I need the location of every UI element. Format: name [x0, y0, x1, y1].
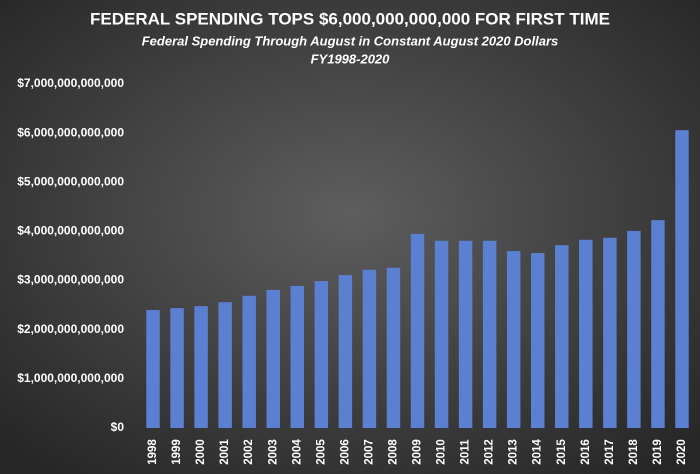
y-tick-label: $4,000,000,000,000: [17, 224, 124, 238]
x-tick-label: 2012: [484, 439, 496, 465]
y-tick-label: $2,000,000,000,000: [17, 322, 124, 336]
bar: [170, 308, 184, 428]
x-tick-label: 2002: [243, 439, 255, 465]
y-tick-label: $5,000,000,000,000: [17, 174, 124, 188]
bar: [675, 130, 689, 429]
chart-subtitle: FY1998-2020: [311, 51, 391, 66]
bar: [555, 245, 569, 428]
bar: [603, 237, 617, 428]
bar: [627, 230, 641, 428]
bar: [458, 240, 473, 428]
bar: [362, 269, 377, 428]
bar: [434, 240, 449, 428]
x-tick-label: 2020: [676, 439, 688, 465]
bar: [314, 281, 329, 428]
x-tick-label: 2005: [315, 439, 327, 465]
bar: [338, 275, 353, 428]
bar: [266, 289, 280, 428]
x-tick-label: 2014: [532, 439, 544, 465]
bar: [146, 310, 160, 428]
y-tick-label: $0: [111, 420, 125, 434]
y-tick-label: $6,000,000,000,000: [17, 125, 124, 139]
x-tick-label: 2017: [604, 439, 616, 465]
bar: [482, 240, 497, 428]
x-tick-label: 2016: [580, 439, 592, 465]
x-tick-label: 2008: [387, 439, 399, 465]
x-tick-label: 2018: [628, 439, 640, 465]
y-tick-label: $3,000,000,000,000: [17, 273, 124, 287]
bar: [530, 253, 545, 428]
x-tick-label: 2007: [363, 439, 375, 465]
bar: [218, 302, 232, 428]
x-tick-label: 2001: [219, 439, 231, 465]
y-tick-label: $7,000,000,000,000: [17, 76, 124, 90]
bar: [651, 220, 665, 428]
y-tick-label: $1,000,000,000,000: [17, 371, 124, 385]
bar: [506, 251, 521, 428]
bar: [410, 233, 425, 428]
chart-subtitle: Federal Spending Through August in Const…: [142, 33, 559, 48]
chart-title: FEDERAL SPENDING TOPS $6,000,000,000,000…: [90, 9, 610, 28]
x-tick-label: 2009: [412, 439, 424, 465]
bar: [290, 285, 305, 428]
x-tick-label: 2019: [652, 439, 664, 465]
bar: [242, 295, 256, 428]
x-tick-label: 1999: [171, 439, 183, 465]
x-tick-label: 2003: [267, 439, 279, 465]
x-tick-label: 1998: [147, 439, 159, 465]
x-tick-label: 2015: [556, 439, 568, 465]
x-tick-label: 2000: [195, 439, 207, 465]
x-tick-label: 2011: [460, 439, 472, 465]
x-tick-label: 2013: [508, 439, 520, 465]
bar: [386, 267, 401, 428]
x-tick-label: 2006: [339, 439, 351, 465]
bar: [194, 306, 208, 428]
x-tick-label: 2010: [436, 439, 448, 465]
x-tick-label: 2004: [291, 439, 303, 465]
bar: [579, 239, 593, 428]
